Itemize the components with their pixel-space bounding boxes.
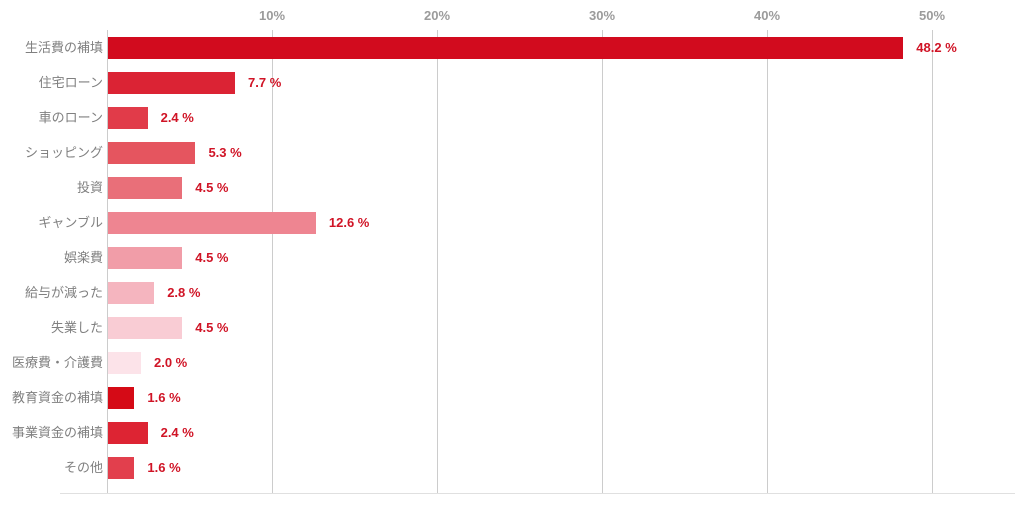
plot-bottom-border — [60, 493, 1015, 494]
category-label: 医療費・介護費 — [11, 355, 103, 370]
category-label: 給与が減った — [24, 285, 103, 300]
x-gridline — [272, 30, 273, 493]
category-label: 事業資金の補填 — [11, 425, 103, 440]
value-label: 4.5 % — [195, 320, 229, 335]
value-label: 2.4 % — [160, 110, 194, 125]
bar — [108, 352, 141, 374]
value-label: 1.6 % — [147, 460, 181, 475]
category-label: 投資 — [76, 180, 103, 195]
x-axis-tick-label: 40% — [753, 8, 781, 23]
bar — [108, 457, 135, 479]
value-label: 1.6 % — [147, 390, 181, 405]
x-axis-tick-label: 50% — [918, 8, 946, 23]
y-axis-line — [107, 30, 108, 493]
bar — [108, 212, 316, 234]
value-label: 2.4 % — [160, 425, 194, 440]
x-axis-tick-label: 30% — [588, 8, 616, 23]
x-gridline — [932, 30, 933, 493]
value-label: 2.0 % — [154, 355, 188, 370]
category-label: 住宅ローン — [38, 75, 103, 90]
category-label: 失業した — [50, 320, 103, 335]
category-label: ギャンブル — [38, 215, 103, 230]
bar — [108, 142, 196, 164]
bar — [108, 107, 148, 129]
value-label: 12.6 % — [328, 215, 370, 230]
category-label: 生活費の補填 — [24, 40, 103, 55]
bar — [108, 177, 183, 199]
x-axis-tick-label: 10% — [258, 8, 286, 23]
x-axis-tick-label: 20% — [423, 8, 451, 23]
x-gridline — [767, 30, 768, 493]
value-label: 48.2 % — [916, 40, 957, 55]
value-label: 4.5 % — [195, 250, 229, 265]
value-label: 7.7 % — [248, 75, 282, 90]
category-label: 教育資金の補填 — [11, 390, 103, 405]
value-label: 2.8 % — [167, 285, 201, 300]
x-gridline — [602, 30, 603, 493]
bar — [108, 247, 183, 269]
x-gridline — [437, 30, 438, 493]
category-label: 車のローン — [38, 110, 103, 125]
bar — [108, 317, 183, 339]
bar — [108, 387, 135, 409]
category-label: その他 — [63, 460, 103, 475]
value-label: 5.3 % — [208, 145, 242, 160]
category-label: 娯楽費 — [63, 250, 103, 265]
value-label: 4.5 % — [195, 180, 229, 195]
bar — [108, 422, 148, 444]
bar — [108, 72, 236, 94]
category-label: ショッピング — [24, 145, 103, 160]
bar — [108, 282, 155, 304]
bar — [108, 37, 904, 59]
